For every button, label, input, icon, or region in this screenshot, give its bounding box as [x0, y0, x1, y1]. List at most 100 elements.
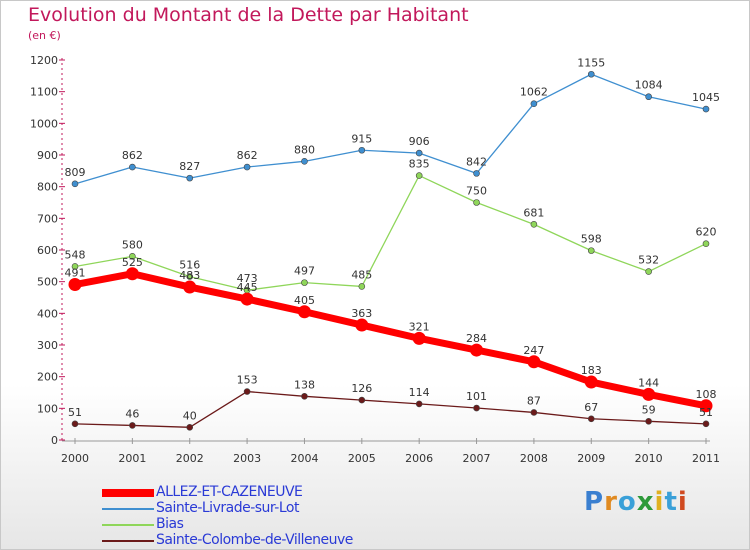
proxiti-logo: Proxiti — [584, 487, 688, 517]
data-label: 906 — [409, 135, 430, 148]
y-tick-label: 100 — [37, 402, 58, 415]
logo-letter: P — [584, 487, 605, 517]
data-label: 880 — [294, 143, 315, 156]
data-point — [358, 396, 366, 404]
data-point — [584, 375, 598, 389]
logo-letter: i — [654, 487, 665, 517]
data-point — [301, 392, 308, 400]
data-point — [699, 399, 713, 413]
data-label: 445 — [237, 281, 258, 294]
data-point — [301, 158, 308, 165]
data-label: 580 — [122, 238, 143, 251]
logo-letter: x — [636, 487, 655, 517]
data-point — [415, 172, 423, 179]
series-line-2 — [74, 174, 707, 291]
data-label: 114 — [409, 386, 430, 399]
data-point — [129, 422, 136, 429]
data-point — [645, 93, 652, 101]
series-line-0 — [74, 270, 707, 410]
data-point — [358, 283, 366, 290]
data-point — [71, 420, 79, 428]
data-label: 835 — [409, 158, 430, 171]
data-label: 46 — [125, 407, 139, 420]
data-label: 548 — [65, 248, 86, 261]
data-label: 1045 — [692, 91, 720, 104]
data-label: 40 — [183, 409, 197, 422]
x-tick-label: 2005 — [348, 452, 376, 465]
data-label: 87 — [527, 394, 541, 407]
data-label: 321 — [409, 320, 430, 333]
x-tick-label: 2003 — [233, 452, 261, 465]
data-point — [530, 100, 538, 107]
legend-label: ALLEZ-ET-CAZENEUVE — [156, 484, 303, 500]
y-tick-label: 400 — [37, 307, 58, 320]
data-point — [415, 400, 423, 408]
y-tick-label: 1000 — [30, 117, 58, 130]
data-label: 598 — [581, 233, 602, 246]
chart-subtitle: (en €) — [28, 29, 61, 42]
legend-swatch — [102, 508, 154, 510]
data-label: 681 — [523, 206, 544, 219]
data-point — [186, 273, 194, 280]
data-label: 247 — [523, 344, 544, 357]
data-label: 1062 — [520, 86, 548, 99]
y-tick-label: 1200 — [30, 54, 58, 67]
legend-swatch — [102, 524, 154, 526]
data-point — [71, 180, 79, 188]
data-label: 809 — [65, 166, 86, 179]
data-point — [530, 409, 538, 416]
legend-swatch — [102, 540, 154, 542]
data-label: 485 — [351, 268, 372, 281]
data-label: 126 — [351, 382, 372, 395]
data-label: 144 — [638, 376, 659, 389]
x-tick-label: 2009 — [577, 452, 605, 465]
legend-label: Sainte-Colombe-de-Villeneuve — [156, 532, 353, 548]
data-point — [125, 267, 139, 281]
data-point — [297, 305, 311, 319]
x-tick-label: 2007 — [463, 452, 491, 465]
data-point — [358, 146, 366, 154]
data-label: 59 — [642, 403, 656, 416]
x-tick-label: 2011 — [692, 452, 720, 465]
data-label: 183 — [581, 364, 602, 377]
data-label: 101 — [466, 390, 487, 403]
x-tick-label: 2001 — [118, 452, 146, 465]
data-point — [243, 388, 251, 395]
data-point — [702, 105, 710, 113]
data-label: 51 — [68, 406, 82, 419]
legend-swatch — [102, 489, 154, 497]
data-label: 842 — [466, 155, 487, 168]
data-label: 473 — [237, 272, 258, 285]
data-point — [645, 268, 652, 275]
data-label: 915 — [351, 132, 372, 145]
data-label: 532 — [638, 254, 659, 267]
data-point — [186, 174, 194, 182]
logo-letter: i — [677, 487, 688, 517]
data-point — [587, 247, 595, 254]
data-label: 483 — [179, 269, 200, 282]
data-point — [473, 199, 480, 206]
data-point — [470, 343, 484, 357]
series-line-3 — [74, 390, 707, 428]
y-tick-label: 300 — [37, 339, 58, 352]
data-label: 51 — [699, 406, 713, 419]
legend-label: Bias — [156, 516, 184, 532]
y-tick-label: 1100 — [30, 86, 58, 99]
series-line-1 — [74, 73, 707, 185]
data-point — [243, 163, 251, 171]
x-tick-label: 2000 — [61, 452, 89, 465]
legend-label: Sainte-Livrade-sur-Lot — [156, 500, 299, 516]
y-tick-label: 500 — [37, 276, 58, 289]
data-label: 67 — [584, 401, 598, 414]
data-label: 750 — [466, 185, 487, 198]
x-tick-label: 2004 — [290, 452, 318, 465]
data-label: 1155 — [577, 56, 605, 69]
data-point — [355, 318, 369, 332]
data-point — [642, 387, 656, 401]
data-label: 284 — [466, 332, 487, 345]
y-tick-label: 900 — [37, 149, 58, 162]
data-label: 363 — [351, 307, 372, 320]
data-label: 497 — [294, 265, 315, 278]
data-label: 862 — [237, 149, 258, 162]
